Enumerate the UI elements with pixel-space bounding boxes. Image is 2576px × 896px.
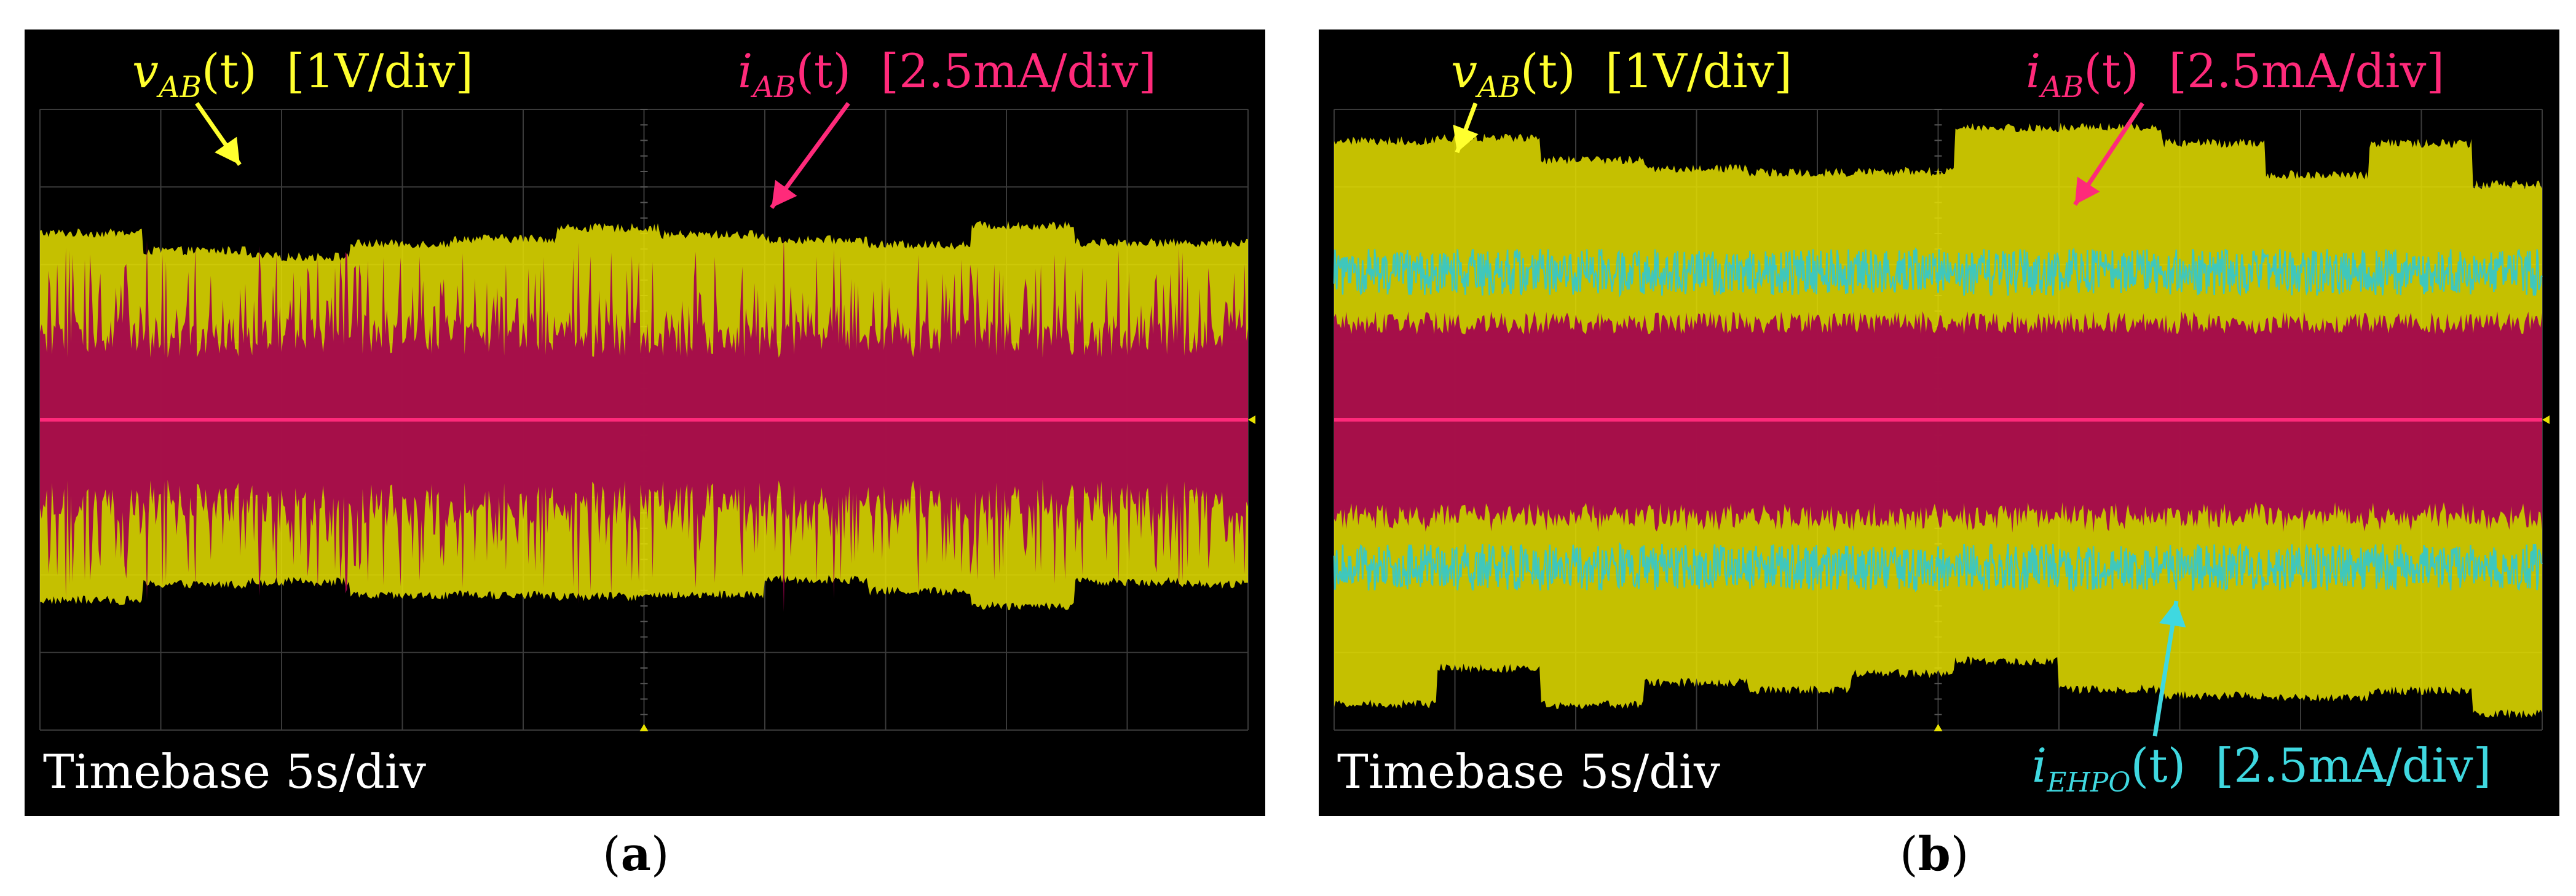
caption-close: )	[1950, 827, 1969, 881]
caption-letter: a	[620, 827, 651, 881]
vab-symbol: v	[132, 44, 159, 98]
scope-panel-a: vAB(t) [1V/div] iAB(t) [2.5mA/div] Timeb…	[25, 29, 1265, 816]
vab-scale: [1V/div]	[1605, 44, 1793, 98]
level-marker	[1248, 415, 1255, 424]
iab-arrow	[770, 101, 850, 210]
iehpo-subscript: EHPO	[2047, 767, 2131, 799]
iab-scale: [2.5mA/div]	[2168, 44, 2445, 98]
vab-symbol: v	[1451, 44, 1477, 98]
vab-arg: (t)	[1520, 44, 1576, 98]
iab-arg: (t)	[2084, 44, 2139, 98]
iab-subscript: AB	[753, 70, 796, 105]
iab-arrow-head	[2075, 176, 2100, 205]
vab-subscript: AB	[1477, 70, 1520, 105]
iehpo-arrow	[2152, 600, 2186, 737]
iab-scale: [2.5mA/div]	[880, 44, 1157, 98]
timebase-label-a: Timebase 5s/div	[43, 744, 426, 799]
caption-open: (	[1900, 827, 1918, 881]
iehpo-scale: [2.5mA/div]	[2215, 738, 2492, 793]
caption-letter: b	[1918, 827, 1951, 881]
iehpo-trace-upper	[1333, 247, 2543, 298]
vab-arrow	[1453, 102, 1479, 154]
vab-subscript: AB	[158, 70, 202, 105]
vab-label-b: vAB(t) [1V/div]	[1451, 48, 1792, 105]
iab-symbol: i	[738, 44, 753, 98]
caption-b: (b)	[1900, 827, 1969, 881]
iab-subscript: AB	[2041, 70, 2084, 105]
iehpo-label-b: iEHPO(t) [2.5mA/div]	[2032, 742, 2491, 796]
vab-arrow-head	[1453, 124, 1479, 152]
iab-trace	[40, 236, 1248, 612]
iab-label-b: iAB(t) [2.5mA/div]	[2026, 48, 2444, 105]
vab-arrow	[195, 101, 242, 167]
trigger-marker	[639, 724, 649, 731]
iab-arrow-head	[772, 179, 797, 208]
iab-symbol: i	[2026, 44, 2041, 98]
iehpo-arrow-head	[2159, 601, 2186, 627]
vab-scale: [1V/div]	[286, 44, 474, 98]
iab-label-a: iAB(t) [2.5mA/div]	[738, 48, 1156, 105]
vab-arg: (t)	[201, 44, 257, 98]
vab-arrow-head	[215, 136, 240, 165]
caption-open: (	[603, 827, 621, 881]
level-marker	[2542, 415, 2550, 424]
iab-arrow	[2073, 102, 2144, 206]
iehpo-symbol: i	[2032, 738, 2047, 793]
vab-label-a: vAB(t) [1V/div]	[132, 48, 473, 105]
caption-close: )	[650, 827, 670, 881]
iab-trace	[1334, 311, 2542, 533]
iehpo-trace-lower	[1333, 541, 2543, 592]
iehpo-arg: (t)	[2130, 738, 2186, 793]
scope-panel-b: vAB(t) [1V/div] iAB(t) [2.5mA/div] Timeb…	[1319, 29, 2559, 816]
iab-arg: (t)	[796, 44, 851, 98]
scope-screen-b	[1333, 102, 2550, 737]
scope-screen-a	[39, 101, 1255, 731]
caption-a: (a)	[603, 827, 670, 881]
timebase-label-b: Timebase 5s/div	[1337, 744, 1720, 799]
trigger-marker	[1934, 724, 1943, 731]
